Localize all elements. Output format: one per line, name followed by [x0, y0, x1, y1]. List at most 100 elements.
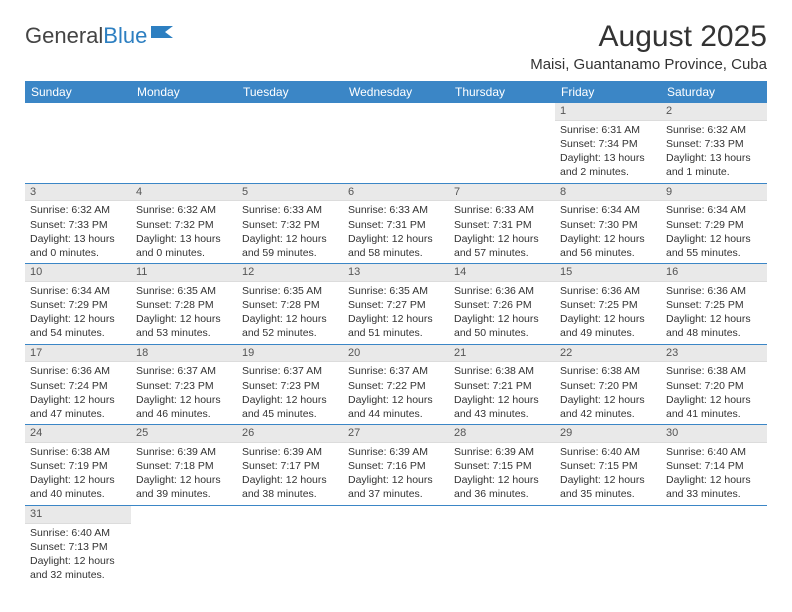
- day-info: Sunrise: 6:35 AMSunset: 7:28 PMDaylight:…: [237, 282, 343, 344]
- day-info: Sunrise: 6:34 AMSunset: 7:30 PMDaylight:…: [555, 201, 661, 263]
- calendar-day-cell: 3Sunrise: 6:32 AMSunset: 7:33 PMDaylight…: [25, 183, 131, 264]
- calendar-day-cell: 6Sunrise: 6:33 AMSunset: 7:31 PMDaylight…: [343, 183, 449, 264]
- calendar-day-cell: 1Sunrise: 6:31 AMSunset: 7:34 PMDaylight…: [555, 103, 661, 183]
- weekday-header: Monday: [131, 81, 237, 103]
- calendar-day-cell: 4Sunrise: 6:32 AMSunset: 7:32 PMDaylight…: [131, 183, 237, 264]
- calendar-day-cell: 28Sunrise: 6:39 AMSunset: 7:15 PMDayligh…: [449, 425, 555, 506]
- day-number: 14: [449, 264, 555, 282]
- day-info: Sunrise: 6:39 AMSunset: 7:15 PMDaylight:…: [449, 443, 555, 505]
- calendar-empty-cell: [131, 505, 237, 585]
- calendar-empty-cell: [449, 505, 555, 585]
- calendar-empty-cell: [25, 103, 131, 183]
- day-number: 31: [25, 506, 131, 524]
- day-number: 19: [237, 345, 343, 363]
- calendar-day-cell: 8Sunrise: 6:34 AMSunset: 7:30 PMDaylight…: [555, 183, 661, 264]
- day-number: 22: [555, 345, 661, 363]
- day-info: Sunrise: 6:33 AMSunset: 7:31 PMDaylight:…: [343, 201, 449, 263]
- day-info: Sunrise: 6:40 AMSunset: 7:13 PMDaylight:…: [25, 524, 131, 586]
- weekday-header: Wednesday: [343, 81, 449, 103]
- calendar-empty-cell: [661, 505, 767, 585]
- calendar-empty-cell: [449, 103, 555, 183]
- logo-text-general: General: [25, 23, 103, 49]
- page-title: August 2025: [530, 20, 767, 54]
- calendar-week-row: 31Sunrise: 6:40 AMSunset: 7:13 PMDayligh…: [25, 505, 767, 585]
- day-info: Sunrise: 6:32 AMSunset: 7:33 PMDaylight:…: [25, 201, 131, 263]
- day-number: 6: [343, 184, 449, 202]
- day-info: Sunrise: 6:37 AMSunset: 7:23 PMDaylight:…: [131, 362, 237, 424]
- calendar-week-row: 10Sunrise: 6:34 AMSunset: 7:29 PMDayligh…: [25, 264, 767, 345]
- day-number: 7: [449, 184, 555, 202]
- day-info: Sunrise: 6:38 AMSunset: 7:20 PMDaylight:…: [661, 362, 767, 424]
- day-number: 2: [661, 103, 767, 121]
- day-info: Sunrise: 6:39 AMSunset: 7:16 PMDaylight:…: [343, 443, 449, 505]
- day-number: 27: [343, 425, 449, 443]
- day-number: 15: [555, 264, 661, 282]
- calendar-table: SundayMondayTuesdayWednesdayThursdayFrid…: [25, 81, 767, 585]
- weekday-header: Friday: [555, 81, 661, 103]
- day-info: Sunrise: 6:35 AMSunset: 7:28 PMDaylight:…: [131, 282, 237, 344]
- day-number: 8: [555, 184, 661, 202]
- day-info: Sunrise: 6:36 AMSunset: 7:25 PMDaylight:…: [555, 282, 661, 344]
- calendar-day-cell: 25Sunrise: 6:39 AMSunset: 7:18 PMDayligh…: [131, 425, 237, 506]
- calendar-empty-cell: [131, 103, 237, 183]
- calendar-day-cell: 21Sunrise: 6:38 AMSunset: 7:21 PMDayligh…: [449, 344, 555, 425]
- calendar-day-cell: 30Sunrise: 6:40 AMSunset: 7:14 PMDayligh…: [661, 425, 767, 506]
- day-info: Sunrise: 6:40 AMSunset: 7:14 PMDaylight:…: [661, 443, 767, 505]
- day-number: 3: [25, 184, 131, 202]
- calendar-body: 1Sunrise: 6:31 AMSunset: 7:34 PMDaylight…: [25, 103, 767, 585]
- calendar-day-cell: 31Sunrise: 6:40 AMSunset: 7:13 PMDayligh…: [25, 505, 131, 585]
- day-number: 5: [237, 184, 343, 202]
- calendar-day-cell: 18Sunrise: 6:37 AMSunset: 7:23 PMDayligh…: [131, 344, 237, 425]
- day-info: Sunrise: 6:31 AMSunset: 7:34 PMDaylight:…: [555, 121, 661, 183]
- day-number: 29: [555, 425, 661, 443]
- calendar-empty-cell: [343, 103, 449, 183]
- day-number: 23: [661, 345, 767, 363]
- day-info: Sunrise: 6:39 AMSunset: 7:18 PMDaylight:…: [131, 443, 237, 505]
- calendar-week-row: 17Sunrise: 6:36 AMSunset: 7:24 PMDayligh…: [25, 344, 767, 425]
- day-info: Sunrise: 6:34 AMSunset: 7:29 PMDaylight:…: [661, 201, 767, 263]
- calendar-day-cell: 16Sunrise: 6:36 AMSunset: 7:25 PMDayligh…: [661, 264, 767, 345]
- day-info: Sunrise: 6:34 AMSunset: 7:29 PMDaylight:…: [25, 282, 131, 344]
- day-info: Sunrise: 6:39 AMSunset: 7:17 PMDaylight:…: [237, 443, 343, 505]
- calendar-day-cell: 5Sunrise: 6:33 AMSunset: 7:32 PMDaylight…: [237, 183, 343, 264]
- calendar-day-cell: 19Sunrise: 6:37 AMSunset: 7:23 PMDayligh…: [237, 344, 343, 425]
- calendar-day-cell: 20Sunrise: 6:37 AMSunset: 7:22 PMDayligh…: [343, 344, 449, 425]
- calendar-day-cell: 15Sunrise: 6:36 AMSunset: 7:25 PMDayligh…: [555, 264, 661, 345]
- calendar-day-cell: 27Sunrise: 6:39 AMSunset: 7:16 PMDayligh…: [343, 425, 449, 506]
- calendar-day-cell: 24Sunrise: 6:38 AMSunset: 7:19 PMDayligh…: [25, 425, 131, 506]
- logo-flag-icon: [151, 20, 177, 46]
- calendar-day-cell: 12Sunrise: 6:35 AMSunset: 7:28 PMDayligh…: [237, 264, 343, 345]
- day-number: 26: [237, 425, 343, 443]
- calendar-day-cell: 26Sunrise: 6:39 AMSunset: 7:17 PMDayligh…: [237, 425, 343, 506]
- day-number: 16: [661, 264, 767, 282]
- day-number: 9: [661, 184, 767, 202]
- day-number: 10: [25, 264, 131, 282]
- day-number: 18: [131, 345, 237, 363]
- day-number: 13: [343, 264, 449, 282]
- day-info: Sunrise: 6:36 AMSunset: 7:25 PMDaylight:…: [661, 282, 767, 344]
- calendar-empty-cell: [555, 505, 661, 585]
- day-info: Sunrise: 6:35 AMSunset: 7:27 PMDaylight:…: [343, 282, 449, 344]
- calendar-week-row: 24Sunrise: 6:38 AMSunset: 7:19 PMDayligh…: [25, 425, 767, 506]
- calendar-day-cell: 13Sunrise: 6:35 AMSunset: 7:27 PMDayligh…: [343, 264, 449, 345]
- calendar-day-cell: 23Sunrise: 6:38 AMSunset: 7:20 PMDayligh…: [661, 344, 767, 425]
- day-info: Sunrise: 6:32 AMSunset: 7:32 PMDaylight:…: [131, 201, 237, 263]
- calendar-empty-cell: [343, 505, 449, 585]
- title-block: August 2025 Maisi, Guantanamo Province, …: [530, 20, 767, 73]
- day-info: Sunrise: 6:38 AMSunset: 7:21 PMDaylight:…: [449, 362, 555, 424]
- location-text: Maisi, Guantanamo Province, Cuba: [530, 56, 767, 73]
- weekday-header: Tuesday: [237, 81, 343, 103]
- day-number: 20: [343, 345, 449, 363]
- day-number: 21: [449, 345, 555, 363]
- day-number: 30: [661, 425, 767, 443]
- calendar-empty-cell: [237, 103, 343, 183]
- day-number: 12: [237, 264, 343, 282]
- day-info: Sunrise: 6:32 AMSunset: 7:33 PMDaylight:…: [661, 121, 767, 183]
- day-number: 17: [25, 345, 131, 363]
- weekday-header: Thursday: [449, 81, 555, 103]
- day-number: 28: [449, 425, 555, 443]
- day-number: 25: [131, 425, 237, 443]
- day-number: 1: [555, 103, 661, 121]
- calendar-day-cell: 7Sunrise: 6:33 AMSunset: 7:31 PMDaylight…: [449, 183, 555, 264]
- day-info: Sunrise: 6:38 AMSunset: 7:20 PMDaylight:…: [555, 362, 661, 424]
